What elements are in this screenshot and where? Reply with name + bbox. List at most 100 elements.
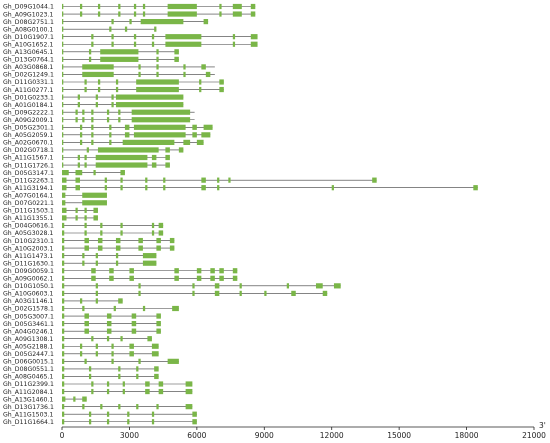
exon-box: [156, 71, 159, 78]
exon-box: [62, 86, 64, 93]
axis-tick-label: 21000: [522, 431, 546, 440]
exon-box: [75, 117, 78, 123]
exon-box: [192, 290, 195, 296]
exon-box: [232, 34, 236, 40]
gene-row: Gh_A13G1460.1: [3, 396, 87, 403]
exon-box: [62, 207, 67, 213]
gene-label: Gh_D05G3147.1: [3, 170, 54, 177]
exon-box: [97, 245, 103, 251]
gene-label: Gh_D13G1736.1: [3, 404, 54, 411]
exon-box: [196, 268, 202, 274]
axis-tick-label: 15000: [387, 431, 411, 440]
exon-box: [95, 351, 98, 357]
exon-box: [62, 139, 64, 145]
gene-label: Gh_A11G2084.1: [3, 389, 53, 396]
gene-row: Gh_A11G1473.1: [3, 253, 157, 260]
gene-label: Gh_A13G1460.1: [3, 396, 53, 403]
exon-box: [156, 64, 159, 70]
exon-box: [111, 94, 114, 100]
exon-box: [183, 139, 191, 145]
exon-box: [62, 49, 64, 55]
exon-box: [147, 336, 152, 342]
exon-box: [100, 49, 139, 55]
exon-box: [115, 237, 121, 244]
exon-box: [138, 358, 141, 364]
exon-box: [62, 388, 65, 395]
gene-row: Gh_D05G3147.1: [3, 170, 125, 177]
exon-box: [118, 366, 121, 372]
gene-row: Gh_A09G2009.1: [3, 117, 195, 124]
exon-box: [158, 222, 164, 229]
exon-box: [97, 237, 103, 244]
gene-label: Gh_D05G3461.1: [3, 321, 54, 328]
exon-box: [199, 86, 202, 93]
exon-box: [84, 79, 87, 85]
gene-row: Gh_D04G0616.1: [3, 222, 164, 230]
exon-box: [82, 396, 87, 402]
exon-box: [115, 79, 119, 85]
exon-box: [62, 260, 65, 266]
exon-box: [185, 404, 193, 410]
exon-box: [91, 117, 94, 123]
exon-box: [239, 283, 242, 289]
exon-box: [109, 26, 112, 32]
exon-box: [372, 177, 377, 183]
exon-box: [75, 207, 78, 213]
gene-row: Gh_A02G0670.1: [3, 140, 204, 147]
gene-row: Gh_D07G0221.1: [3, 200, 107, 207]
axis-end-label: 3': [539, 421, 546, 430]
exon-box: [82, 200, 107, 206]
gene-row: Gh_A11G1355.1: [3, 215, 98, 222]
exon-box: [109, 124, 112, 130]
exon-box: [133, 41, 137, 47]
exon-box: [122, 139, 175, 145]
exon-box: [201, 64, 206, 70]
exon-box: [201, 185, 206, 191]
gene-row: Gh_D10G1050.1: [3, 283, 341, 290]
exon-box: [62, 351, 65, 357]
exon-box: [165, 41, 202, 47]
exon-box: [62, 102, 64, 108]
gene-label: Gh_A10G2003.1: [3, 245, 53, 252]
gene-row: Gh_A03G0868.1: [3, 64, 215, 71]
exon-box: [84, 215, 87, 221]
gene-row: Gh_A09G0062.1: [3, 275, 238, 283]
gene-row: Gh_A11G0277.1: [3, 87, 224, 94]
exon-box: [151, 154, 157, 161]
exon-box: [122, 388, 125, 395]
gene-label: Gh_A11G1355.1: [3, 215, 53, 222]
exon-box: [115, 245, 121, 251]
exon-box: [120, 185, 123, 191]
exon-box: [219, 275, 224, 281]
gene-label: Gh_D11G0331.1: [3, 79, 54, 86]
exon-box: [151, 162, 157, 168]
exon-box: [109, 132, 112, 138]
exon-box: [82, 117, 85, 123]
exon-box: [106, 328, 112, 334]
gene-row: Gh_D11G2399.1: [3, 381, 193, 388]
gene-label: Gh_A11G1503.1: [3, 411, 53, 418]
exon-box: [120, 222, 123, 229]
exon-box: [111, 34, 114, 40]
exon-box: [199, 79, 202, 85]
exon-box: [192, 132, 197, 138]
exon-box: [129, 275, 134, 281]
exon-box: [106, 117, 110, 123]
gene-row: Gh_A03G1146.1: [3, 298, 123, 305]
exon-box: [79, 3, 83, 10]
exon-box: [203, 124, 213, 130]
gene-row: Gh_A08G0465.1: [3, 374, 159, 381]
exon-box: [138, 290, 141, 296]
exon-box: [100, 56, 139, 62]
gene-row: Gh_D10G2310.1: [3, 237, 175, 245]
exon-box: [88, 411, 92, 417]
exon-box: [250, 34, 258, 40]
exon-box: [106, 313, 112, 319]
gene-label: Gh_A03G1146.1: [3, 298, 53, 305]
exon-box: [264, 290, 267, 296]
exon-box: [120, 230, 123, 236]
exon-box: [131, 313, 137, 319]
exon-box: [124, 26, 128, 32]
gene-row: Gh_D11G1503.1: [3, 208, 98, 215]
